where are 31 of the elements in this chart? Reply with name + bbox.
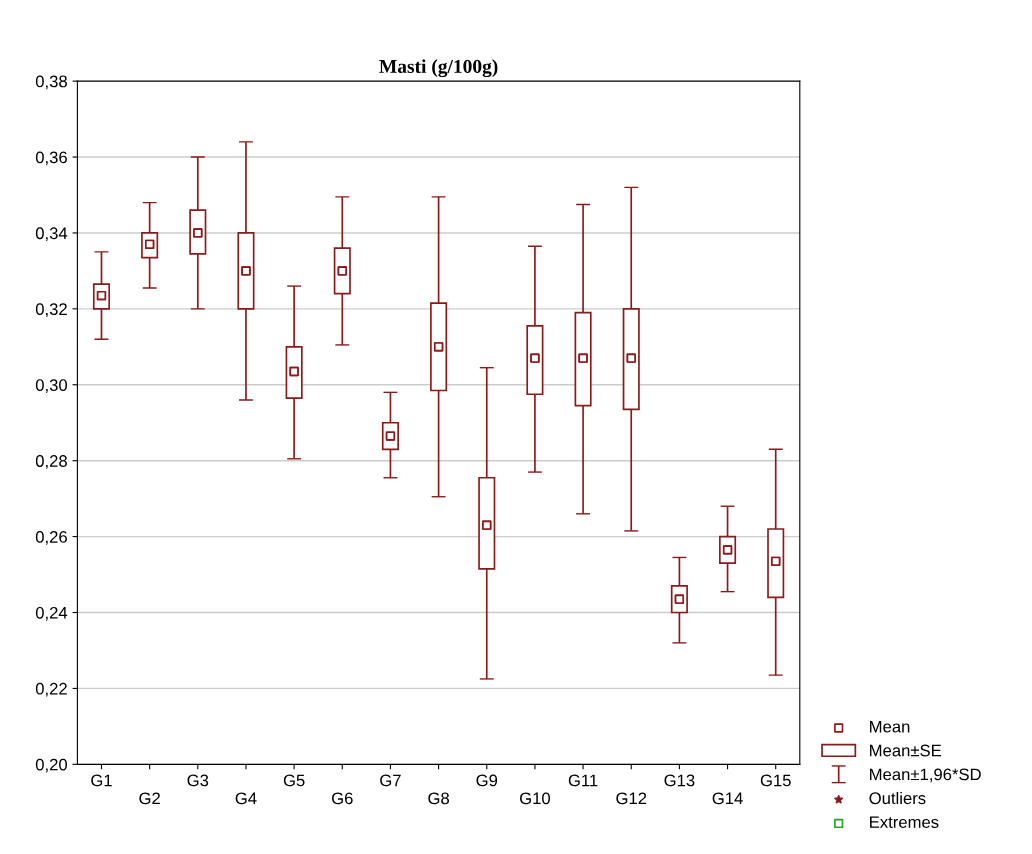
legend-label: Extremes [870, 816, 939, 829]
y-tick-label: 0,32 [35, 303, 67, 318]
legend-label: Outliers [869, 791, 926, 805]
chart-title: Masti (g/100g) [379, 59, 498, 78]
x-tick-label: G2 [139, 792, 160, 805]
x-tick-label: G9 [476, 774, 498, 787]
legend-label: Mean±SE [870, 744, 942, 757]
x-tick-label: G8 [428, 792, 449, 805]
y-tick-label: 0,38 [35, 75, 67, 90]
x-tick-label: G15 [760, 774, 791, 787]
x-tick-label: G10 [520, 792, 551, 805]
x-tick-label: G14 [712, 792, 743, 805]
legend-label: Mean [870, 720, 910, 733]
x-tick-label: G7 [380, 774, 401, 787]
y-tick-label: 0,22 [35, 682, 67, 697]
x-tick-label: G4 [235, 792, 257, 805]
y-tick-label: 0,34 [35, 227, 68, 242]
x-tick-label: G13 [664, 774, 695, 787]
legend-label: Mean±1,96*SD [870, 768, 981, 783]
y-tick-label: 0,28 [35, 455, 67, 469]
x-tick-label: G12 [616, 792, 647, 805]
x-tick-label: G11 [568, 774, 598, 787]
x-tick-label: G6 [332, 792, 353, 805]
y-tick-label: 0,24 [35, 606, 68, 621]
y-tick-label: 0,26 [35, 531, 67, 545]
y-tick-label: 0,30 [35, 379, 68, 393]
y-tick-label: 0,20 [35, 758, 68, 773]
x-tick-label: G1 [91, 774, 112, 787]
x-tick-label: G3 [187, 774, 209, 787]
x-tick-label: G5 [283, 774, 305, 787]
y-tick-label: 0,36 [35, 151, 67, 166]
